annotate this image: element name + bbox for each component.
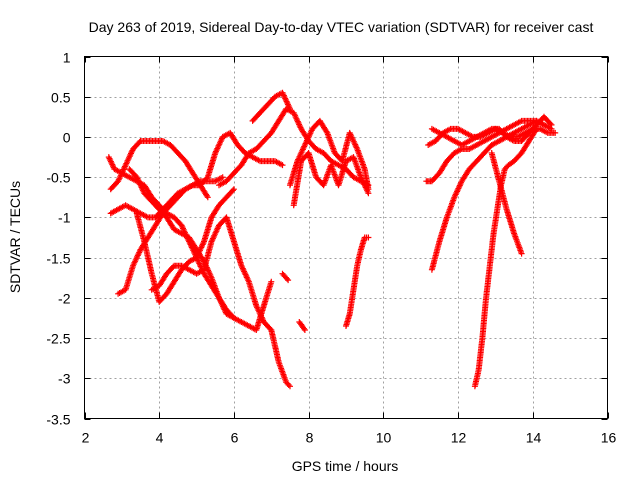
y-tick-label: -0.5	[46, 170, 70, 186]
y-axis-label: SDTVAR / TECUs	[7, 181, 23, 293]
series-track-h	[216, 105, 372, 189]
y-tick-label: -3.5	[46, 412, 70, 428]
axis-ticks	[84, 56, 609, 420]
series-track-f	[126, 166, 275, 333]
x-tick-label: 8	[306, 430, 314, 446]
x-tick-label: 6	[231, 430, 239, 446]
data-point	[301, 325, 307, 332]
y-tick-label: -1	[58, 210, 71, 226]
series-track-s	[471, 125, 540, 390]
data-point	[552, 129, 559, 136]
x-tick-label: 12	[451, 430, 467, 446]
data-point	[301, 327, 308, 333]
data-point	[219, 174, 226, 181]
data-point	[229, 187, 236, 194]
series-track-i	[249, 89, 293, 124]
data-point	[287, 105, 293, 112]
data-point	[548, 121, 555, 128]
y-tick-label: -2.5	[46, 331, 70, 347]
plot-frame	[84, 56, 608, 419]
data-point	[285, 382, 292, 388]
data-point	[532, 127, 539, 134]
x-axis-label: GPS time / hours	[292, 458, 399, 474]
data-point	[291, 111, 298, 118]
data-point	[230, 186, 237, 193]
y-tick-labels: 1 0.5 0 -0.5 -1 -1.5 -2 -2.5 -3 -3.5	[46, 50, 70, 428]
x-tick-label: 2	[82, 430, 90, 446]
x-tick-label: 4	[156, 430, 164, 446]
y-tick-label: 0.5	[51, 90, 71, 106]
x-tick-label: 16	[601, 430, 617, 446]
data-point	[547, 120, 554, 127]
x-tick-label: 14	[526, 430, 542, 446]
series-track-n	[343, 234, 372, 329]
y-tick-label: -3	[58, 371, 71, 387]
series-track-m	[296, 319, 308, 333]
x-tick-labels: 2 4 6 8 10 12 14 16	[82, 430, 617, 446]
data-point	[279, 162, 286, 169]
data-point	[284, 275, 290, 282]
data-point	[204, 194, 211, 201]
data-point	[287, 383, 293, 390]
data-point	[285, 277, 292, 284]
data-point	[533, 125, 540, 132]
y-tick-label: -1.5	[46, 251, 70, 267]
x-tick-label: 10	[376, 430, 392, 446]
y-tick-label: -2	[58, 291, 71, 307]
y-tick-label: 1	[63, 50, 71, 66]
data-point	[365, 190, 372, 197]
series-track-g	[133, 186, 237, 305]
data-point	[541, 121, 547, 128]
series-track-t	[488, 150, 525, 257]
data-point	[268, 278, 275, 285]
data-point	[365, 234, 372, 241]
y-tick-label: 0	[63, 130, 71, 146]
series-track-l	[279, 270, 292, 284]
series-track-k	[290, 150, 372, 209]
chart-title: Day 263 of 2019, Sidereal Day-to-day VTE…	[89, 19, 594, 35]
data-points	[105, 89, 559, 390]
data-point	[518, 250, 525, 257]
grid-lines	[84, 56, 608, 419]
